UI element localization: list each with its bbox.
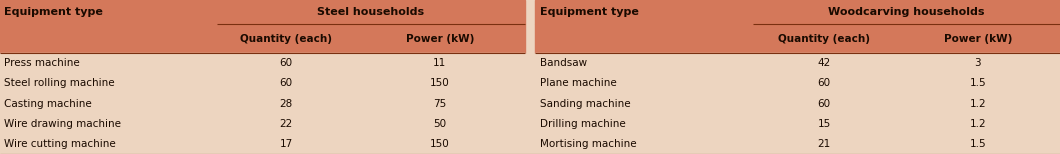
Text: 150: 150 xyxy=(430,78,449,88)
Text: 75: 75 xyxy=(434,99,446,109)
Text: Equipment type: Equipment type xyxy=(4,7,103,17)
Text: Power (kW): Power (kW) xyxy=(406,34,474,43)
Bar xyxy=(535,0,1060,24)
Bar xyxy=(0,134,525,154)
Text: Mortising machine: Mortising machine xyxy=(540,139,636,149)
Text: Quantity (each): Quantity (each) xyxy=(241,34,332,43)
Text: Power (kW): Power (kW) xyxy=(943,34,1012,43)
Text: Quantity (each): Quantity (each) xyxy=(778,34,870,43)
Bar xyxy=(535,114,1060,134)
Text: 1.5: 1.5 xyxy=(970,139,986,149)
Bar xyxy=(0,24,525,53)
Text: Equipment type: Equipment type xyxy=(540,7,638,17)
Text: 17: 17 xyxy=(280,139,293,149)
Text: 60: 60 xyxy=(817,99,831,109)
Text: 1.2: 1.2 xyxy=(970,119,986,129)
Text: Casting machine: Casting machine xyxy=(4,99,92,109)
Text: 1.5: 1.5 xyxy=(970,78,986,88)
Bar xyxy=(0,114,525,134)
Bar xyxy=(0,53,525,73)
Bar xyxy=(535,73,1060,93)
Text: Steel rolling machine: Steel rolling machine xyxy=(4,78,114,88)
Text: Drilling machine: Drilling machine xyxy=(540,119,625,129)
Text: Wire drawing machine: Wire drawing machine xyxy=(4,119,121,129)
Text: Wire cutting machine: Wire cutting machine xyxy=(4,139,116,149)
Text: 42: 42 xyxy=(817,58,831,68)
Bar xyxy=(535,53,1060,73)
Text: Steel households: Steel households xyxy=(317,7,425,17)
Text: Plane machine: Plane machine xyxy=(540,78,616,88)
Text: 50: 50 xyxy=(434,119,446,129)
Text: 60: 60 xyxy=(280,78,293,88)
Text: 60: 60 xyxy=(280,58,293,68)
Text: Bandsaw: Bandsaw xyxy=(540,58,586,68)
Text: 3: 3 xyxy=(974,58,982,68)
Text: 28: 28 xyxy=(280,99,293,109)
Text: Press machine: Press machine xyxy=(4,58,79,68)
Text: 60: 60 xyxy=(817,78,831,88)
Text: Sanding machine: Sanding machine xyxy=(540,99,630,109)
Text: 21: 21 xyxy=(817,139,831,149)
Text: 150: 150 xyxy=(430,139,449,149)
Text: 22: 22 xyxy=(280,119,293,129)
Bar xyxy=(0,0,525,24)
Text: 11: 11 xyxy=(434,58,446,68)
Text: 15: 15 xyxy=(817,119,831,129)
Text: Woodcarving households: Woodcarving households xyxy=(828,7,985,17)
Bar xyxy=(535,93,1060,114)
Bar xyxy=(535,24,1060,53)
Bar xyxy=(535,134,1060,154)
Bar xyxy=(0,93,525,114)
Bar xyxy=(0,73,525,93)
Text: 1.2: 1.2 xyxy=(970,99,986,109)
